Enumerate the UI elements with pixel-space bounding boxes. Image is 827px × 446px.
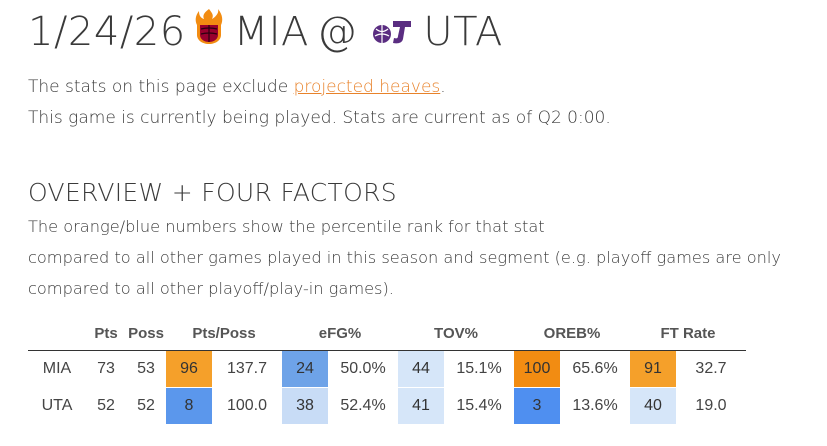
tov-value: 15.1% [444, 350, 514, 388]
tov-percentile: 44 [398, 350, 444, 388]
heaves-note: The stats on this page exclude projected… [28, 77, 446, 97]
at-symbol: @ [316, 9, 358, 55]
table-header-row: Pts Poss Pts/Poss eFG% TOV% OREB% FT Rat… [28, 316, 746, 351]
ft-rate-percentile: 91 [630, 350, 676, 388]
poss-cell: 53 [126, 350, 166, 388]
ft-rate-percentile: 40 [630, 387, 676, 424]
table-row: UTA 52 52 8 100.0 38 52.4% 41 15.4% 3 13… [28, 387, 746, 424]
pts-poss-percentile: 8 [166, 387, 212, 424]
pts-poss-value: 137.7 [212, 350, 282, 388]
description-line: compared to all other games played in th… [28, 248, 781, 267]
ft-rate-value: 32.7 [676, 350, 746, 388]
section-description: The orange/blue numbers show the percent… [28, 211, 823, 304]
oreb-value: 13.6% [572, 397, 618, 414]
column-header-pts[interactable]: Pts [86, 316, 126, 351]
jazz-logo-icon [371, 9, 415, 55]
ft-rate-value: 19.0 [695, 397, 727, 414]
team-cell: UTA [41, 397, 73, 414]
oreb-percentile: 3 [514, 387, 560, 424]
projected-heaves-link[interactable]: projected heaves [293, 77, 441, 97]
heat-logo-icon [192, 7, 226, 57]
four-factors-table: Pts Poss Pts/Poss eFG% TOV% OREB% FT Rat… [28, 316, 746, 424]
pts-cell: 52 [97, 397, 115, 414]
tov-percentile: 41 [398, 387, 444, 424]
description-line: compared to all other playoff/play-in ga… [28, 279, 394, 298]
live-status-note: This game is currently being played. Sta… [28, 108, 611, 128]
section-heading: OVERVIEW + FOUR FACTORS [28, 178, 397, 207]
pts-poss-percentile: 96 [166, 350, 212, 388]
efg-value: 50.0% [328, 350, 398, 388]
column-header-team [28, 316, 86, 351]
column-header-oreb[interactable]: OREB% [514, 316, 630, 351]
description-line: The orange/blue numbers show the percent… [28, 217, 545, 236]
oreb-percentile: 100 [514, 350, 560, 388]
column-header-poss[interactable]: Poss [126, 316, 166, 351]
column-header-ft-rate[interactable]: FT Rate [630, 316, 746, 351]
heaves-note-prefix: The stats on this page exclude [28, 77, 294, 97]
table-row: MIA 73 53 96 137.7 24 50.0% 44 15.1% 100… [28, 350, 746, 388]
efg-percentile: 38 [282, 387, 328, 424]
tov-value: 15.4% [456, 397, 502, 414]
pts-cell: 73 [86, 350, 126, 388]
efg-value: 52.4% [340, 397, 386, 414]
game-date: 1/24/26 [28, 9, 186, 55]
page-title: 1/24/26 MIA @ UTA [28, 6, 503, 58]
away-team-name: MIA [233, 9, 309, 55]
heaves-note-suffix: . [440, 77, 446, 97]
column-header-efg[interactable]: eFG% [282, 316, 398, 351]
oreb-value: 65.6% [560, 350, 630, 388]
pts-poss-value: 100.0 [226, 397, 268, 414]
column-header-tov[interactable]: TOV% [398, 316, 514, 351]
home-team-name: UTA [423, 9, 503, 55]
column-header-pts-poss[interactable]: Pts/Poss [166, 316, 282, 351]
efg-percentile: 24 [282, 350, 328, 388]
poss-cell: 52 [137, 397, 155, 414]
team-cell: MIA [28, 350, 86, 388]
